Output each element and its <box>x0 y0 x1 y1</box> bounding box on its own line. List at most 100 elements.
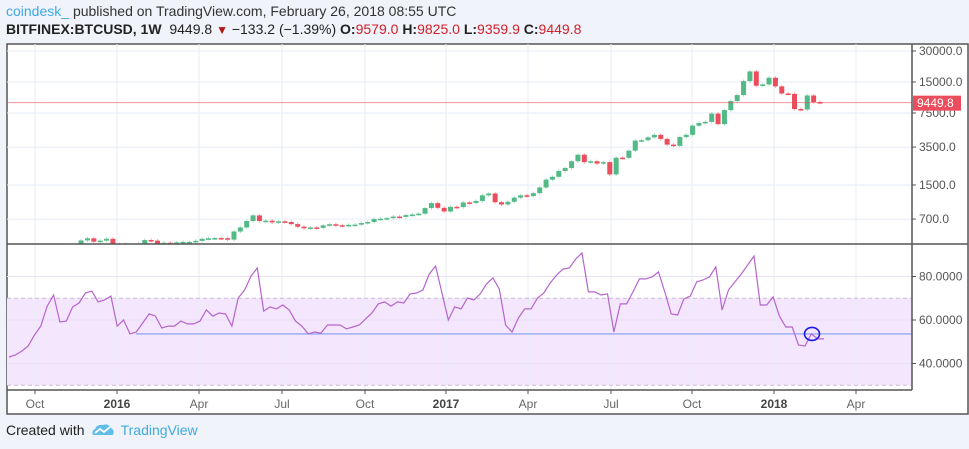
candle-body <box>422 208 428 214</box>
candle-body <box>569 161 575 169</box>
candle-body <box>479 195 485 201</box>
candle-body <box>709 113 715 122</box>
candle-body <box>588 161 594 163</box>
candle-body <box>620 157 626 160</box>
candle-body <box>715 113 721 125</box>
candle-body <box>664 138 670 145</box>
rsi-tick-label: 80.0000 <box>919 270 963 284</box>
candle-body <box>524 195 530 197</box>
candle-body <box>486 193 492 196</box>
candle-body <box>760 84 766 86</box>
candle-body <box>180 241 186 244</box>
candle-body <box>677 137 683 146</box>
low-value: 9359.9 <box>477 21 520 37</box>
price-tick-label: 3500.0 <box>919 140 956 154</box>
last-value: 9449.8 <box>169 21 213 37</box>
candle-body <box>645 137 651 141</box>
candle-body <box>543 179 549 188</box>
time-tick-label: Jul <box>603 397 618 411</box>
candle-body <box>250 215 256 222</box>
price-tick-label: 700.0 <box>919 212 949 226</box>
candle-body <box>301 226 307 229</box>
candle-body <box>575 154 581 162</box>
created-with-text: Created with <box>6 422 85 438</box>
candle-body <box>416 213 422 216</box>
time-tick-label: Apr <box>847 397 866 411</box>
candle-body <box>441 207 447 212</box>
candle-body <box>84 238 90 241</box>
high-label: H: <box>402 21 418 37</box>
price-tick-label: 30000.0 <box>919 44 963 58</box>
candle-body <box>690 125 696 135</box>
candle-body <box>269 220 275 223</box>
candle-body <box>346 224 352 227</box>
footer: Created with TradingView <box>6 422 198 438</box>
candle-body <box>110 238 116 244</box>
tradingview-link[interactable]: TradingView <box>120 422 198 438</box>
candle-body <box>492 193 498 203</box>
tradingview-logo-icon <box>91 424 114 435</box>
candle-body <box>766 77 772 85</box>
close-label: C: <box>523 21 539 37</box>
candle-body <box>155 240 161 244</box>
candle-body <box>658 134 664 139</box>
candle-body <box>811 95 817 103</box>
open-label: O: <box>340 21 356 37</box>
candle-body <box>753 71 759 86</box>
close-value: 9449.8 <box>538 21 582 37</box>
candle-body <box>327 224 333 226</box>
candle-body <box>734 95 740 102</box>
candle-body <box>403 215 409 217</box>
candle-body <box>384 218 390 220</box>
candle-body <box>320 225 326 228</box>
candle-body <box>779 86 785 94</box>
candle-body <box>97 240 103 243</box>
candle-body <box>696 122 702 126</box>
candle-body <box>186 241 192 244</box>
candle-body <box>199 238 205 241</box>
change-value: −133.2 (−1.39%) <box>231 21 337 37</box>
candle-body <box>556 171 562 177</box>
annotation-circle <box>803 326 821 342</box>
candle-body <box>333 224 339 226</box>
candle-body <box>792 93 798 110</box>
publisher-link[interactable]: coindesk_ <box>6 3 70 19</box>
time-tick-label: 2018 <box>761 397 788 411</box>
candle-body <box>237 227 243 232</box>
candle-body <box>428 203 434 209</box>
candle-body <box>231 231 237 240</box>
last-price-label: 9449.8 <box>917 96 954 110</box>
candle-body <box>91 238 97 242</box>
candle-body <box>288 222 294 225</box>
candle-body <box>78 240 84 244</box>
time-tick-label: Apr <box>190 397 209 411</box>
candle-body <box>212 238 218 240</box>
candle-body <box>741 81 747 96</box>
candle-body <box>511 197 517 202</box>
candle-body <box>785 93 791 95</box>
candle-body <box>390 216 396 219</box>
candle-body <box>276 221 282 223</box>
candle-body <box>581 154 587 163</box>
candle-body <box>282 221 288 223</box>
candle-body <box>670 144 676 147</box>
candle-body <box>639 140 645 142</box>
candle-body <box>377 218 383 221</box>
candle-body <box>632 140 638 151</box>
candle-body <box>435 203 441 208</box>
candle-body <box>193 240 199 243</box>
candle-body <box>397 216 403 219</box>
candle-body <box>0 267 1 269</box>
rsi-band <box>7 298 912 386</box>
candle-body <box>537 187 543 194</box>
candle-body <box>244 221 250 228</box>
open-value: 9579.0 <box>355 21 399 37</box>
rsi-tick-label: 40.0000 <box>919 357 963 371</box>
symbol-name: BITFINEX:BTCUSD, 1W <box>6 21 162 37</box>
candle-body <box>798 109 804 111</box>
published-text: published on TradingView.com, February 2… <box>72 3 457 19</box>
time-tick-label: Oct <box>356 397 375 411</box>
candle-body <box>365 222 371 224</box>
candle-body <box>339 225 345 227</box>
